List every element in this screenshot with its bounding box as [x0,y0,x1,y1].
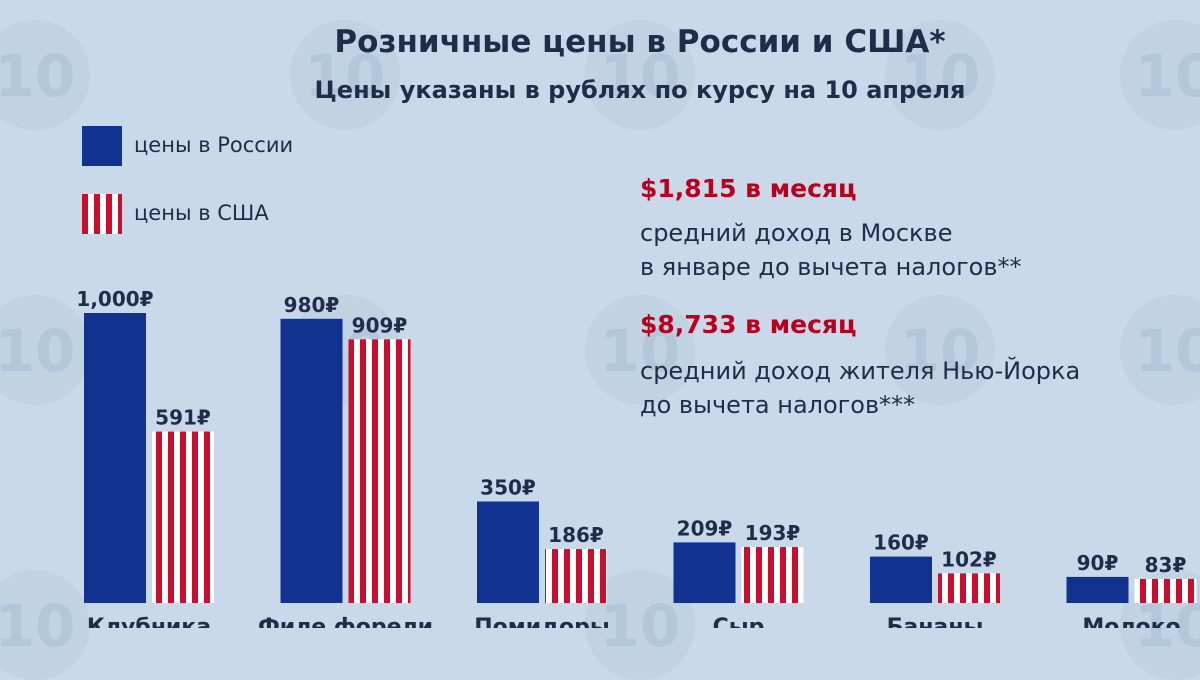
bar-chart: 1,000₽ 591₽ Клубника 980₽ 909₽ Филе форели 350… [76,287,1197,628]
bar-label-usa-2: 186₽ [548,523,604,547]
bar-russia-2 [477,501,539,603]
bar-label-russia-4: 160₽ [873,531,929,555]
bar-russia-3 [673,542,736,603]
bar-label-russia-3: 209₽ [677,516,733,540]
moscow-income-block: $1,815 в месяц средний доход в Москве в … [640,172,1022,284]
watermark-logo [585,295,695,405]
chart-subtitle: Цены указаны в рублях по курсу на 10 апр… [314,76,966,104]
bar-label-russia-0: 1,000₽ [76,287,153,311]
legend-label-usa: цены в США [134,201,269,225]
bar-label-usa-1: 909₽ [352,313,408,337]
bar-label-russia-1: 980₽ [284,293,340,317]
category-label-2: Помидоры [474,615,609,628]
bar-russia-1 [280,318,343,603]
ny-income-line2: до вычета налогов*** [640,391,916,419]
bar-label-usa-5: 83₽ [1145,553,1187,577]
bar-usa-2 [545,549,607,603]
legend-swatch-russia [82,126,122,166]
watermark-logo [585,20,695,130]
infographic: Розничные цены в России и США* Цены указ… [0,0,1200,628]
bar-usa-5 [1134,578,1197,603]
moscow-income-line1: средний доход в Москве [640,219,953,247]
watermark-logo [885,20,995,130]
legend-label-russia: цены в России [134,133,294,157]
ny-income-line1: средний доход жителя Нью-Йорка [640,357,1081,385]
bar-usa-0 [152,431,214,603]
bar-label-usa-3: 193₽ [745,521,801,545]
watermark-logo [885,295,995,405]
category-label-0: Клубника [87,615,211,628]
bar-usa-4 [938,573,1000,603]
watermark-logo [1120,295,1200,405]
legend-swatch-usa [82,194,122,234]
bar-russia-5 [1066,576,1129,603]
watermark-logo [0,295,90,405]
watermark-logo [290,20,400,130]
bar-label-usa-0: 591₽ [155,406,211,430]
moscow-income-amount: $1,815 в месяц [640,174,857,203]
moscow-income-line2: в январе до вычета налогов** [640,253,1022,281]
bar-russia-0 [84,313,146,603]
bar-label-russia-5: 90₽ [1077,551,1119,575]
chart-title: Розничные цены в России и США* [334,24,946,60]
bar-russia-4 [870,556,932,603]
watermark-logo [1120,20,1200,130]
category-label-1: Филе форели [258,615,433,628]
bar-label-usa-4: 102₽ [941,547,997,571]
category-label-5: Молоко [1082,615,1180,628]
category-label-4: Бананы [887,615,984,628]
bar-usa-1 [348,339,411,603]
ny-income-amount: $8,733 в месяц [640,310,857,339]
ny-income-block: $8,733 в месяц средний доход жителя Нью-… [640,308,1080,422]
watermark-logo [0,20,90,130]
bar-label-russia-2: 350₽ [480,476,536,500]
category-label-3: Сыр [713,615,765,628]
bar-usa-3 [741,547,804,603]
